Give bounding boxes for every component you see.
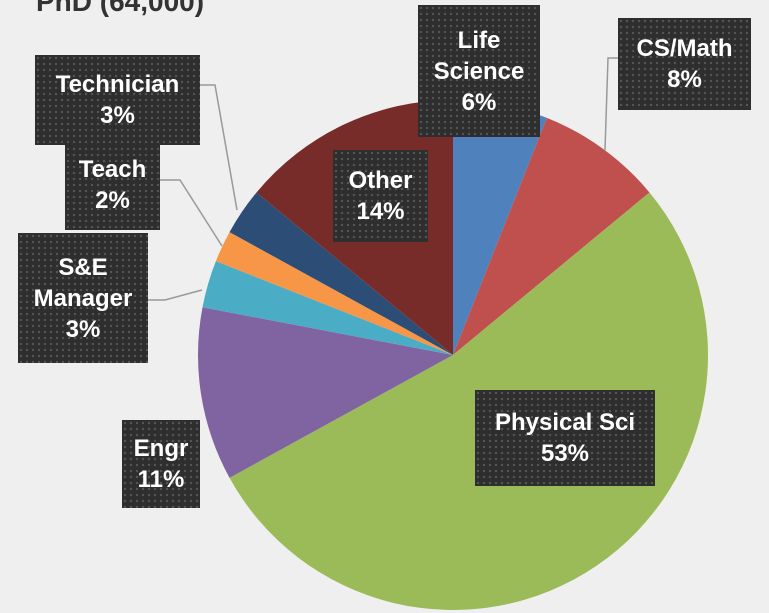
- leader-line: [200, 84, 238, 211]
- label-value: 8%: [667, 66, 702, 93]
- data-label: CS/Math 8%: [618, 18, 751, 110]
- label-name: Life Science: [433, 26, 525, 85]
- label-name: Technician: [55, 71, 180, 98]
- label-name: Teach: [78, 156, 147, 183]
- leader-line: [160, 179, 223, 247]
- pie-slice: [215, 232, 453, 355]
- label-value: 14%: [356, 198, 405, 225]
- pie-slice: [453, 117, 650, 355]
- data-label: Technician 3%: [35, 55, 200, 145]
- data-label: Engr 11%: [122, 420, 200, 508]
- data-label: Life Science 6%: [418, 5, 540, 137]
- label-value: 2%: [95, 187, 130, 214]
- pie-slice: [229, 192, 453, 355]
- leader-line: [148, 289, 203, 301]
- pie-slice: [229, 192, 708, 610]
- pie-slice: [202, 261, 453, 355]
- label-value: 11%: [137, 466, 185, 493]
- label-name: Other: [348, 167, 413, 194]
- pie-slice: [198, 307, 453, 478]
- label-name: CS/Math: [636, 35, 733, 62]
- label-value: 53%: [540, 440, 590, 467]
- label-name: Physical Sci: [494, 409, 636, 436]
- chart-title: PhD (64,000): [36, 0, 205, 17]
- label-value: 3%: [100, 102, 135, 129]
- data-label: Physical Sci 53%: [475, 390, 655, 486]
- pie-slice: [453, 100, 547, 355]
- label-name: S&E Manager: [33, 253, 133, 312]
- data-label: S&E Manager 3%: [18, 233, 148, 363]
- data-label: Other 14%: [333, 150, 428, 242]
- leader-line: [604, 57, 618, 151]
- label-name: Engr: [133, 435, 189, 462]
- label-value: 3%: [65, 315, 101, 343]
- data-label: Teach 2%: [65, 140, 160, 230]
- label-value: 6%: [461, 88, 497, 116]
